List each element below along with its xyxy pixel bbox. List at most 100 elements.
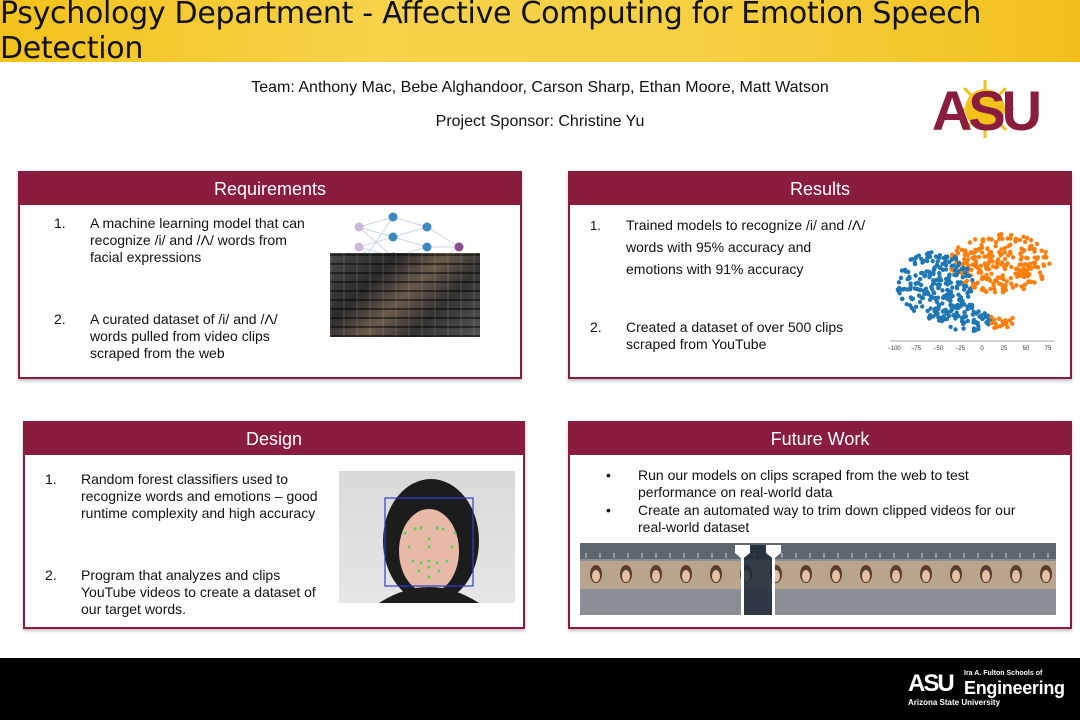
scatter-point	[1004, 279, 1009, 284]
scatter-point	[984, 254, 989, 259]
scatter-point	[948, 298, 953, 304]
scatter-point	[940, 295, 946, 300]
scatter-point	[1028, 244, 1033, 249]
scatter-point	[956, 269, 961, 274]
scatter-point	[961, 326, 966, 331]
scatter-point	[979, 276, 985, 282]
scatter-point	[967, 286, 973, 292]
scatter-point	[1006, 244, 1011, 249]
scatter-point	[936, 306, 941, 312]
scatter-point	[1028, 237, 1034, 243]
scatter-point	[983, 275, 988, 281]
scatter-point	[915, 287, 920, 292]
scatter-point	[1000, 290, 1006, 295]
axis-tick-label: 0	[980, 346, 984, 352]
scatter-point	[992, 278, 998, 283]
scatter-point	[956, 263, 961, 268]
design-heading: Design	[25, 423, 523, 455]
scatter-point	[986, 236, 991, 242]
scatter-point	[965, 318, 970, 324]
axis-tick-label: −100	[887, 346, 901, 352]
scatter-point	[971, 326, 977, 331]
scatter-point	[962, 314, 967, 319]
scatter-point	[953, 256, 959, 262]
scatter-point	[904, 302, 909, 307]
scatter-point	[976, 246, 982, 252]
scatter-point	[1008, 249, 1013, 255]
scatter-point	[958, 280, 963, 285]
scatter-point	[999, 252, 1004, 257]
scatter-point	[1021, 234, 1026, 239]
scatter-point	[993, 239, 999, 245]
scatter-point	[982, 311, 987, 316]
item-number: 1.	[45, 471, 57, 487]
scatter-point	[897, 285, 902, 291]
scatter-point	[999, 247, 1004, 252]
scatter-point	[944, 292, 950, 297]
scatter-point	[902, 286, 907, 292]
scatter-point	[996, 232, 1002, 238]
scatter-point	[956, 245, 961, 250]
scatter-point	[973, 259, 978, 264]
scatter-point	[1039, 273, 1044, 279]
scatter-point	[999, 260, 1005, 265]
scatter-point	[994, 324, 999, 330]
scatter-point	[945, 287, 950, 293]
scatter-point	[946, 313, 952, 319]
scatter-point	[1002, 250, 1007, 255]
scatter-point	[944, 295, 949, 301]
scatter-point	[962, 257, 967, 262]
scatter-point	[982, 261, 987, 266]
scatter-point	[916, 253, 921, 258]
design-panel: Design 1. Random forest classifiers used…	[23, 421, 525, 629]
scatter-point	[973, 247, 978, 253]
scatter-point	[925, 308, 930, 314]
scatter-point	[1034, 241, 1040, 247]
scatter-point	[912, 260, 918, 265]
scatter-point	[931, 290, 936, 295]
scatter-point	[1019, 284, 1024, 289]
scatter-point	[913, 281, 918, 286]
scatter-point	[1043, 249, 1048, 255]
scatter-point	[952, 272, 957, 278]
scatter-point	[1000, 322, 1005, 328]
scatter-point	[1035, 255, 1041, 260]
axis-tick-label: 75	[1045, 346, 1052, 352]
scatter-point	[966, 273, 972, 279]
scatter-point	[937, 253, 943, 258]
scatter-point	[978, 263, 983, 268]
scatter-point	[919, 256, 924, 262]
scatter-point	[944, 280, 950, 285]
scatter-point	[932, 266, 937, 272]
asu-logo: ASU	[932, 79, 1044, 140]
scatter-point	[985, 246, 990, 251]
scatter-point	[922, 291, 927, 297]
scatter-point	[926, 250, 931, 256]
scatter-point	[988, 286, 993, 292]
item-number: 1.	[54, 215, 66, 231]
scatter-point	[903, 267, 908, 272]
scatter-point	[943, 263, 949, 268]
scatter-point	[1024, 255, 1029, 260]
scatter-point	[913, 256, 918, 261]
scatter-point	[931, 278, 936, 283]
item-text: A curated dataset of /i/ and /Λ/ words p…	[90, 311, 278, 361]
scatter-point	[899, 296, 905, 302]
axis-tick-label: −75	[911, 346, 922, 352]
scatter-point	[1002, 256, 1008, 262]
team-line: Team: Anthony Mac, Bebe Alghandoor, Cars…	[251, 79, 829, 96]
item-text: A machine learning model that can recogn…	[90, 215, 305, 265]
scatter-point	[991, 283, 996, 288]
scatter-point	[954, 303, 959, 309]
scatter-point	[989, 320, 995, 326]
scatter-point	[1008, 276, 1013, 281]
scatter-point	[973, 264, 978, 269]
scatter-point	[1024, 235, 1030, 241]
scatter-point	[979, 287, 985, 292]
scatter-point	[970, 312, 976, 317]
scatter-point	[956, 292, 961, 297]
scatter-point	[944, 255, 949, 260]
scatter-point	[993, 321, 998, 326]
scatter-point	[897, 291, 902, 296]
scatter-point	[919, 295, 924, 300]
